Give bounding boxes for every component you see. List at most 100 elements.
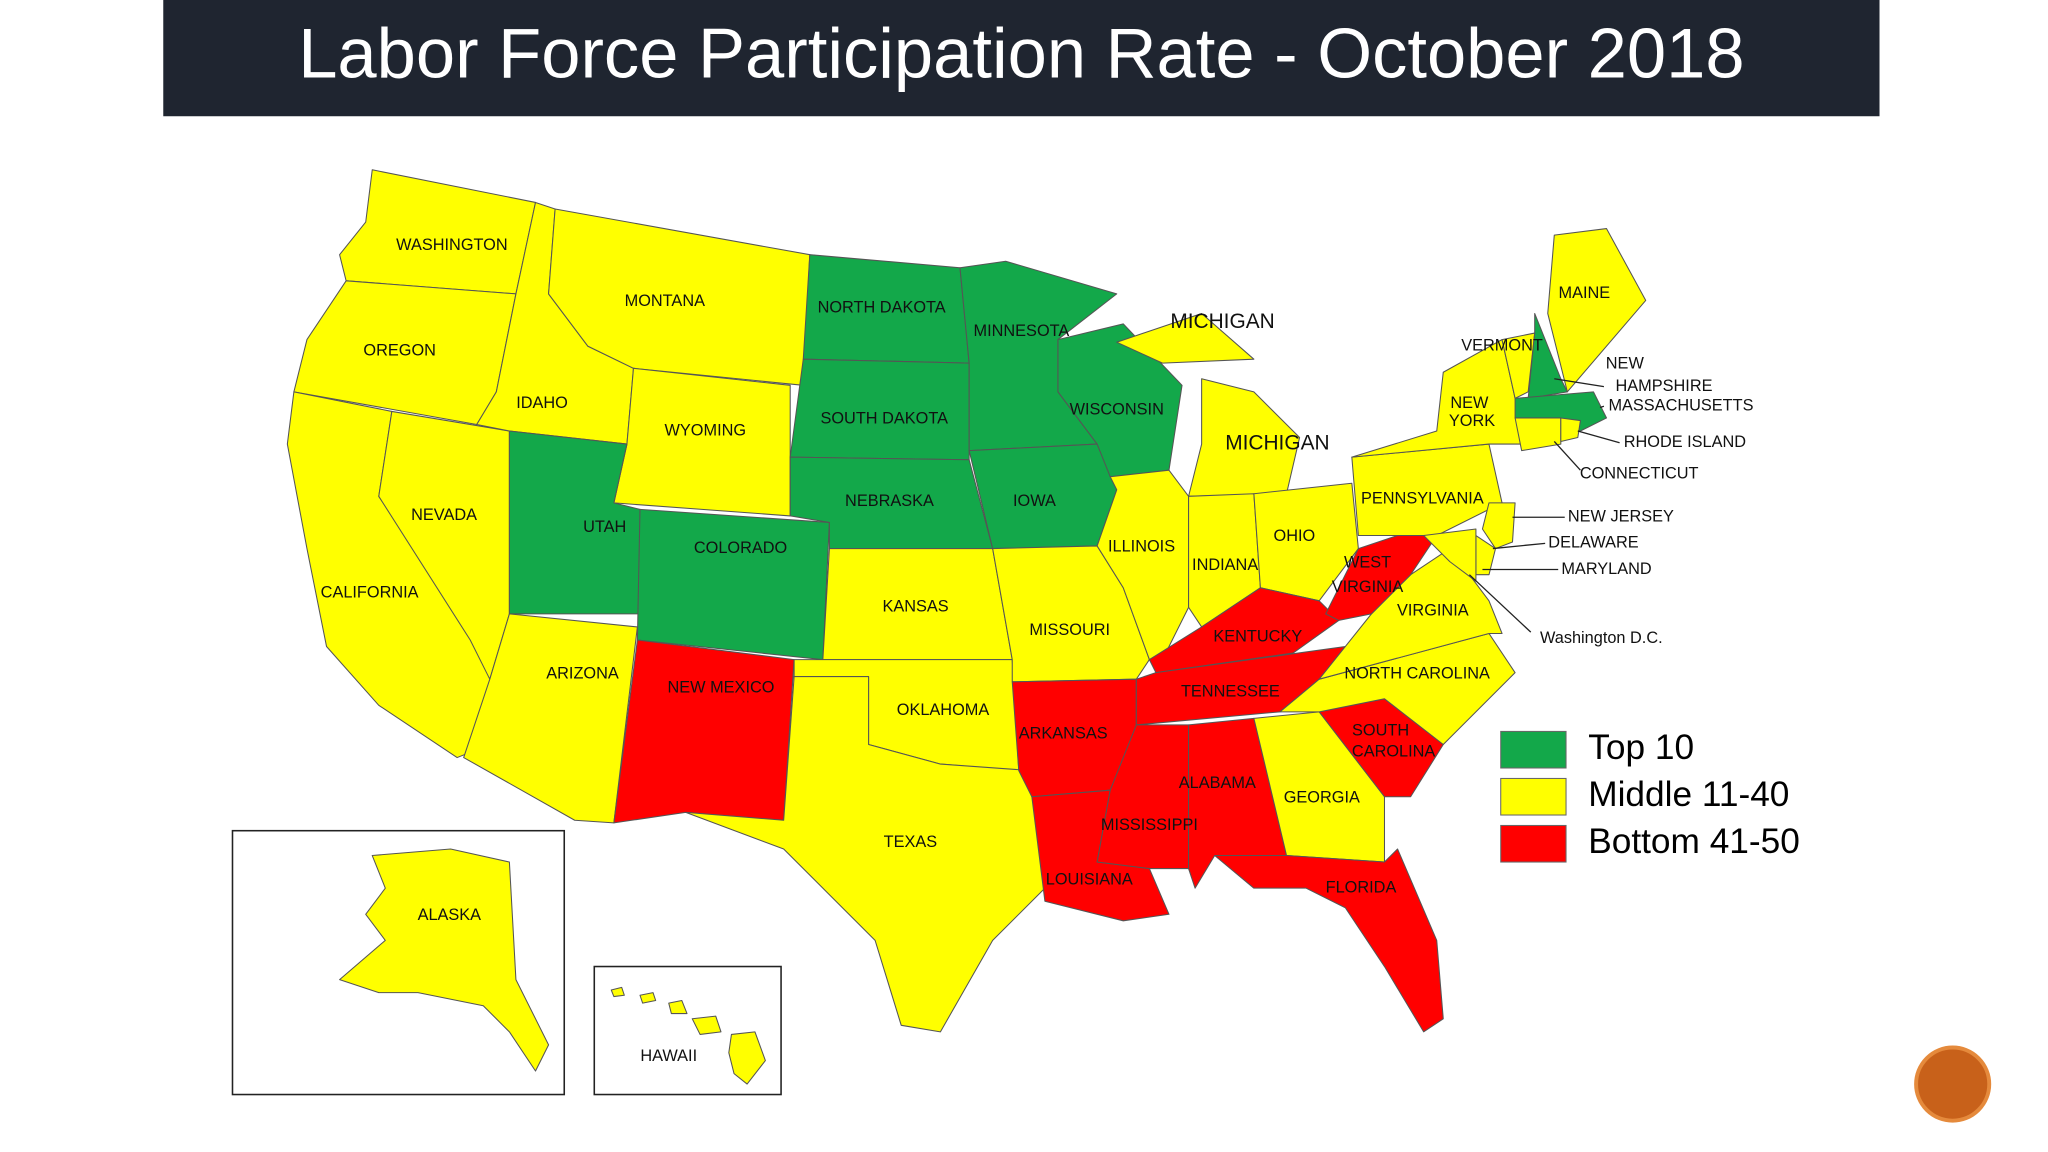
legend-label: Bottom 41-50 [1588,822,1800,861]
map-labels: WASHINGTON OREGON CALIFORNIA NEVADA IDAHO MON… [321,236,1754,1065]
state-label: MAINE [1558,284,1610,302]
legend-swatch [1500,824,1567,863]
state-label: IOWA [1013,492,1056,510]
state-label: MISSOURI [1029,621,1110,639]
state-label: VIRGINIA [1397,602,1469,620]
state-label: NEW [1606,355,1645,373]
state-shape [636,508,830,661]
slide-badge [1914,1045,1992,1123]
state-label: COLORADO [694,539,787,557]
state-label: LOUISIANA [1046,871,1133,889]
state-shape [1514,417,1562,452]
state-shape [1116,312,1255,364]
state-shape [1547,228,1647,393]
state-label: WISCONSIN [1070,400,1164,418]
state-label: NEW JERSEY [1568,508,1674,526]
state-label: CALIFORNIA [321,583,419,601]
state-shape [339,848,550,1072]
state-shape [1560,417,1581,442]
legend-label: Middle 11-40 [1588,775,1789,814]
state-shape [610,986,625,998]
title-bar [163,0,1880,117]
state-label: WEST [1344,553,1391,571]
state-label: MARYLAND [1561,560,1651,578]
state-label: MASSACHUSETTS [1608,397,1753,415]
state-label: UTAH [583,518,626,536]
state-label: INDIANA [1192,556,1258,574]
state-label: WASHINGTON [396,236,507,254]
alaska-inset [231,829,566,1096]
state-label: ALABAMA [1179,774,1256,792]
state-label: SOUTH DAKOTA [820,410,948,428]
state-shape [339,169,537,295]
state-shape [685,676,1046,1033]
state-shape [728,1031,766,1085]
state-label: CAROLINA [1352,743,1436,761]
state-label: NEBRASKA [845,492,934,510]
state-label: DELAWARE [1548,534,1638,552]
title: Labor Force Participation Rate - October… [298,13,1744,92]
state-label: MONTANA [625,292,705,310]
state-label: HAMPSHIRE [1616,377,1713,395]
callout-line [1554,378,1605,388]
state-label: MICHIGAN [1225,432,1329,455]
state-shape [639,992,657,1004]
state-label: YORK [1449,412,1495,430]
state-shape [1351,339,1529,458]
callout-line [1468,574,1532,633]
state-label: WYOMING [665,421,747,439]
legend-swatch [1500,777,1567,816]
callout-line [1577,430,1620,444]
state-label: KENTUCKY [1213,628,1302,646]
state-label: HAWAII [640,1047,697,1065]
state-label: ARIZONA [546,664,619,682]
state-shape [1527,312,1568,399]
state-label: VIRGINIA [1332,578,1404,596]
other-label: Washington D.C. [1540,629,1663,647]
callout-line [1599,405,1605,409]
state-shape [1253,711,1386,863]
legend: Top 10 Middle 11-40 Bottom 41-50 [1500,728,1800,863]
state-label: NEW MEXICO [668,679,775,697]
state-label: TEXAS [884,833,938,851]
state-label: NEVADA [411,506,477,524]
state-label: OREGON [363,342,436,360]
state-label: OKLAHOMA [897,701,990,719]
callout-line [1492,542,1546,550]
state-shape [1481,502,1516,550]
state-shape [691,1015,722,1035]
state-label: VERMONT [1461,336,1543,354]
map [286,169,1647,1085]
state-label: IDAHO [516,394,568,412]
state-label: KANSAS [882,598,948,616]
state-label: SOUTH [1352,722,1409,740]
state-shape [463,613,638,824]
state-label: NEW [1450,394,1489,412]
state-label: MISSISSIPPI [1101,816,1198,834]
state-label: GEORGIA [1284,788,1360,806]
state-label: FLORIDA [1326,878,1397,896]
state-shape [613,367,791,517]
state-label: ARKANSAS [1019,724,1108,742]
state-label: MICHIGAN [1170,310,1274,333]
state-label: CONNECTICUT [1580,464,1699,482]
state-label: ILLINOIS [1108,538,1175,556]
state-label: TENNESSEE [1181,683,1280,701]
callout-line [1553,441,1581,471]
state-label: ALASKA [418,906,482,924]
state-shape [1214,848,1444,1033]
legend-label: Top 10 [1588,728,1694,767]
state-shape [1501,332,1536,399]
state-label: PENNSYLVANIA [1361,489,1484,507]
state-shape [668,999,688,1015]
state-label: NORTH DAKOTA [818,299,946,317]
state-shape [613,639,795,824]
state-label: RHODE ISLAND [1624,433,1746,451]
hawaii-inset [593,965,782,1096]
state-label: OHIO [1274,527,1316,545]
legend-swatch [1500,730,1567,769]
state-shape [1253,482,1359,602]
state-label: MINNESOTA [974,322,1070,340]
